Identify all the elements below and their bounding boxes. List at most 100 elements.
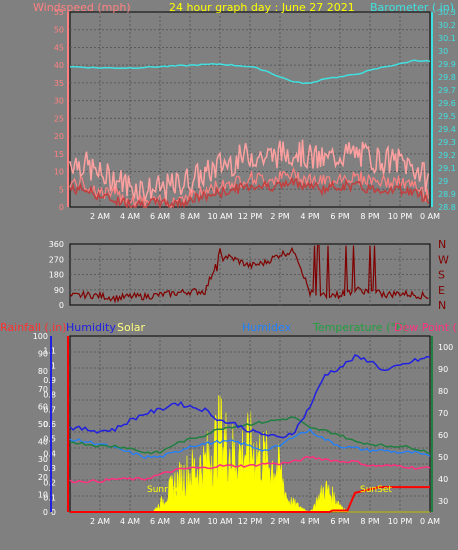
temperature-line bbox=[69, 416, 431, 455]
rainfall-tick-label: 1 bbox=[51, 361, 56, 370]
time-tick-label: 10 PM bbox=[388, 517, 413, 526]
barometer-tick-label: 30 bbox=[438, 47, 448, 56]
time-tick-label: 4 PM bbox=[300, 517, 319, 526]
direction-compass-label: S bbox=[438, 269, 445, 282]
rainfall-tick-label: 0.2 bbox=[43, 479, 56, 488]
percent-tick-label: 60 bbox=[38, 402, 48, 411]
percent-tick-label: 50 bbox=[38, 420, 48, 429]
barometer-tick-label: 30.2 bbox=[438, 21, 456, 30]
rainfall-tick-label: 0.5 bbox=[43, 435, 56, 444]
direction-degree-label: 90 bbox=[54, 286, 64, 295]
humidex-axis-title: Humidex bbox=[242, 321, 292, 334]
direction-compass-label: E bbox=[438, 284, 445, 297]
humidity-axis-title: Humidity bbox=[66, 321, 116, 334]
time-tick-label: 10 PM bbox=[388, 212, 413, 221]
windspeed-tick-label: 45 bbox=[54, 43, 64, 52]
direction-degree-label: 270 bbox=[49, 255, 64, 264]
barometer-tick-label: 28.9 bbox=[438, 190, 456, 199]
barometer-tick-label: 29.4 bbox=[438, 125, 456, 134]
temperature-tick-label: 80 bbox=[438, 387, 448, 396]
percent-tick-label: 40 bbox=[38, 438, 48, 447]
dewpoint-axis-title: Dew Point (°F bbox=[394, 321, 458, 334]
barometer-tick-label: 29.5 bbox=[438, 112, 456, 121]
time-tick-label: 8 PM bbox=[360, 517, 379, 526]
rainfall-tick-label: 0.6 bbox=[43, 420, 56, 429]
barometer-tick-label: 30.3 bbox=[438, 8, 456, 17]
time-tick-label: 0 AM bbox=[420, 212, 440, 221]
barometer-tick-label: 29.7 bbox=[438, 86, 456, 95]
direction-compass-label: W bbox=[438, 253, 449, 266]
percent-tick-label: 30 bbox=[38, 455, 48, 464]
rainfall-tick-label: 0.9 bbox=[43, 376, 56, 385]
barometer-tick-label: 29.6 bbox=[438, 99, 456, 108]
windspeed-tick-label: 55 bbox=[54, 8, 64, 17]
barometer-tick-label: 29.9 bbox=[438, 60, 456, 69]
wind-average-line bbox=[69, 177, 430, 210]
sunrise-annotation: Sunrise bbox=[147, 485, 181, 495]
temperature-tick-label: 90 bbox=[438, 365, 448, 374]
time-tick-label: 2 AM bbox=[90, 517, 110, 526]
rainfall-tick-label: 0.3 bbox=[43, 464, 56, 473]
temperature-tick-label: 100 bbox=[438, 343, 453, 352]
direction-compass-label: N bbox=[438, 299, 446, 312]
time-tick-label: 12 PM bbox=[238, 517, 263, 526]
rainfall-tick-label: 0.1 bbox=[43, 493, 56, 502]
wind-gust-line bbox=[69, 139, 430, 205]
temperature-tick-label: 30 bbox=[438, 497, 448, 506]
humidex-line bbox=[69, 428, 431, 460]
rainfall-tick-label: 0 bbox=[51, 508, 56, 517]
rainfall-tick-label: 0.4 bbox=[43, 449, 56, 458]
windspeed-axis-title: Windspeed (mph) bbox=[33, 1, 131, 14]
barometer-tick-label: 30.1 bbox=[438, 34, 456, 43]
direction-degree-label: 360 bbox=[49, 240, 64, 249]
windspeed-tick-label: 10 bbox=[54, 168, 64, 177]
time-tick-label: 6 PM bbox=[330, 517, 349, 526]
windspeed-tick-label: 25 bbox=[54, 114, 64, 123]
barometer-tick-label: 28.8 bbox=[438, 203, 456, 212]
wind-direction-line bbox=[69, 245, 429, 304]
time-tick-label: 2 AM bbox=[90, 212, 110, 221]
rainfall-axis-title: Rainfall (.in) bbox=[0, 321, 67, 334]
windspeed-tick-label: 20 bbox=[54, 132, 64, 141]
barometer-line bbox=[69, 59, 431, 85]
graph-title: 24 hour graph day : June 27 2021 bbox=[169, 1, 355, 14]
time-tick-label: 6 AM bbox=[150, 517, 170, 526]
rainfall-line bbox=[70, 486, 430, 513]
time-tick-label: 4 PM bbox=[300, 212, 319, 221]
time-tick-label: 12 PM bbox=[238, 212, 263, 221]
time-tick-label: 6 PM bbox=[330, 212, 349, 221]
windspeed-tick-label: 50 bbox=[54, 26, 64, 35]
windspeed-tick-label: 30 bbox=[54, 97, 64, 106]
direction-compass-label: N bbox=[438, 238, 446, 251]
percent-tick-label: 80 bbox=[38, 367, 48, 376]
rainfall-tick-label: 0.8 bbox=[43, 391, 56, 400]
barometer-tick-label: 29.2 bbox=[438, 151, 456, 160]
barometer-tick-label: 29.8 bbox=[438, 73, 456, 82]
windspeed-tick-label: 35 bbox=[54, 79, 64, 88]
temperature-tick-label: 40 bbox=[438, 475, 448, 484]
time-tick-label: 10 AM bbox=[207, 517, 232, 526]
percent-tick-label: 20 bbox=[38, 473, 48, 482]
time-tick-label: 4 AM bbox=[120, 212, 140, 221]
temperature-tick-label: 60 bbox=[438, 431, 448, 440]
humidity-line bbox=[69, 354, 431, 439]
time-tick-label: 0 AM bbox=[420, 517, 440, 526]
temperature-axis-title: Temperature (°F) bbox=[313, 321, 407, 334]
percent-tick-label: 0 bbox=[43, 508, 48, 517]
solar-axis-title: Solar bbox=[117, 321, 146, 334]
direction-degree-label: 0 bbox=[59, 301, 64, 310]
rainfall-tick-label: 0.7 bbox=[43, 405, 56, 414]
windspeed-tick-label: 0 bbox=[59, 203, 64, 212]
percent-tick-label: 70 bbox=[38, 385, 48, 394]
rainfall-tick-label: 1.1 bbox=[43, 347, 56, 356]
time-tick-label: 2 PM bbox=[270, 212, 289, 221]
temperature-tick-label: 70 bbox=[438, 409, 448, 418]
windspeed-tick-label: 15 bbox=[54, 150, 64, 159]
sunset-annotation: SunSet bbox=[360, 485, 392, 495]
windspeed-tick-label: 5 bbox=[59, 185, 64, 194]
percent-tick-label: 100 bbox=[33, 332, 48, 341]
time-tick-label: 8 AM bbox=[180, 517, 200, 526]
time-tick-label: 4 AM bbox=[120, 517, 140, 526]
time-tick-label: 2 PM bbox=[270, 517, 289, 526]
